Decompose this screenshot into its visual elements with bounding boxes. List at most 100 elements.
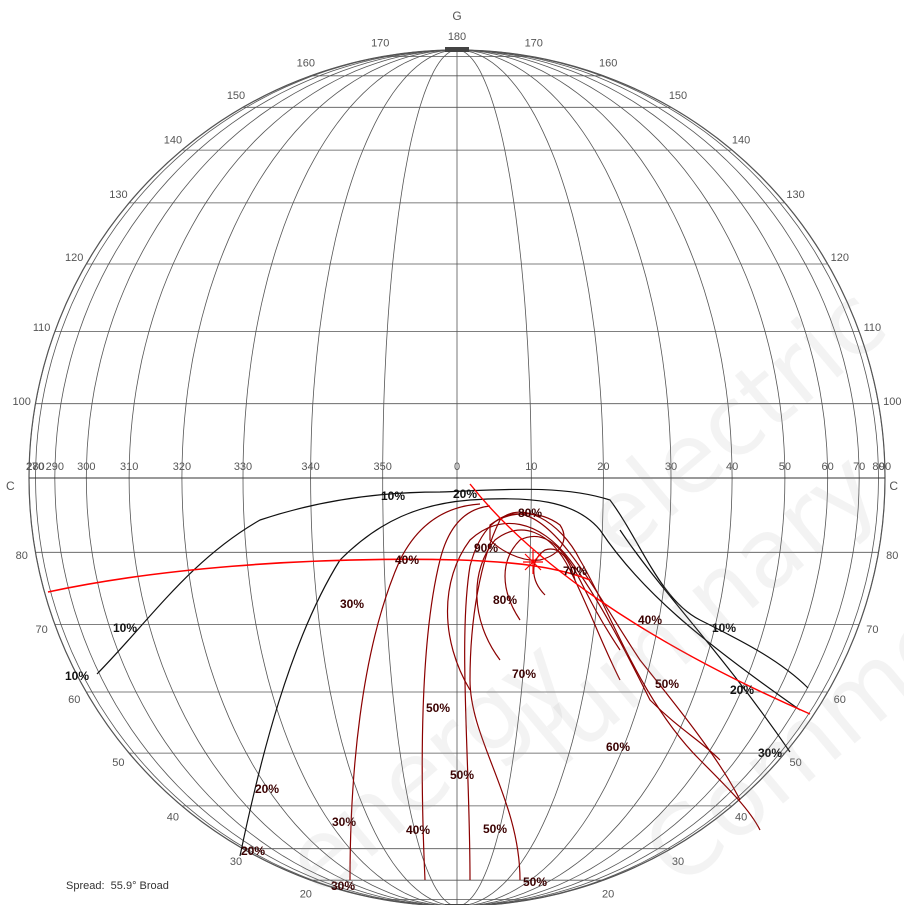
isocandela-line [469, 483, 811, 715]
contour-label: 20% [453, 487, 477, 501]
top-value-label: 180 [448, 31, 466, 43]
contour-label: 20% [730, 683, 754, 697]
c-axis-tick-label: 320 [173, 461, 191, 473]
contour-label: 60% [606, 740, 630, 754]
isocandela-line [447, 522, 721, 761]
contour-label: 20% [255, 782, 279, 796]
contour-label: 20% [241, 844, 265, 858]
gamma-tick-label: 50 [789, 757, 801, 769]
gamma-tick-label: 150 [227, 90, 245, 102]
gamma-tick-label: 80 [16, 550, 28, 562]
c-axis-tick-label: 50 [779, 461, 791, 473]
gamma-tick-label: 60 [68, 694, 80, 706]
gamma-tick-label: 40 [735, 812, 747, 824]
pole-label-left: C [6, 479, 15, 493]
contour-label: 30% [340, 597, 364, 611]
gamma-tick-label: 130 [109, 189, 127, 201]
c-axis-tick-label: 70 [853, 461, 865, 473]
c-axis-tick-label: 90 [879, 461, 891, 473]
isocandela-line [619, 529, 791, 753]
isocandela-line [349, 503, 481, 881]
contour-label: 40% [638, 613, 662, 627]
gamma-tick-label: 70 [36, 624, 48, 636]
gamma-tick-label: 20 [602, 888, 614, 900]
contour-label: 90% [474, 541, 498, 555]
contour-label: 40% [406, 823, 430, 837]
contour-label: 50% [483, 822, 507, 836]
gamma-tick-label: 110 [864, 322, 882, 334]
isocandela-line [239, 498, 801, 857]
pole-label-right: C [889, 479, 898, 493]
contour-label: 80% [518, 506, 542, 520]
contour-label: 50% [655, 677, 679, 691]
contour-label: 70% [512, 667, 536, 681]
contour-label: 10% [712, 621, 736, 635]
contour-label: 30% [332, 815, 356, 829]
c-axis-tick-label: 270 [26, 461, 44, 473]
gamma-tick-label: 140 [164, 134, 182, 146]
gamma-tick-label: 50 [112, 757, 124, 769]
gamma-tick-label: 140 [732, 134, 750, 146]
spread-label: Spread: [66, 880, 105, 892]
gamma-tick-label: 110 [33, 322, 51, 334]
spread-value: 55.9° Broad [110, 880, 169, 892]
gamma-tick-label: 80 [886, 550, 898, 562]
contour-labels: 10% 20% 80% 90% 40% 70% 30% 80% 10% 40% 10% 10% 70% 5… [65, 487, 782, 893]
isocandela-line [533, 548, 576, 596]
c-axis-tick-label: 300 [77, 461, 95, 473]
pole-label-top: G [452, 9, 461, 23]
c-axis-tick-label: 290 [46, 461, 64, 473]
contour-label: 30% [331, 879, 355, 893]
contour-label: 80% [493, 593, 517, 607]
c-axis-tick-label: 330 [234, 461, 252, 473]
isocandela-line [476, 529, 621, 681]
pole-top-mark [445, 47, 469, 52]
isocandela-line [421, 505, 491, 881]
gamma-tick-label: 160 [297, 58, 315, 70]
gamma-tick-label: 170 [525, 38, 543, 50]
c-axis-tick-label: 10 [525, 461, 537, 473]
contour-label: 30% [758, 746, 782, 760]
contour-label: 40% [395, 553, 419, 567]
isocandela-contours [47, 483, 811, 881]
gamma-tick-label: 30 [672, 856, 684, 868]
gamma-tick-label: 30 [230, 856, 242, 868]
c-axis-tick-label: 60 [822, 461, 834, 473]
gamma-tick-label: 130 [786, 189, 804, 201]
c-axis-tick-label: 20 [597, 461, 609, 473]
contour-label: 10% [381, 489, 405, 503]
c-axis-tick-label: 0 [454, 461, 460, 473]
gamma-tick-label: 40 [167, 812, 179, 824]
c-axis-tick-label: 80 [872, 461, 884, 473]
gamma-tick-label: 170 [371, 38, 389, 50]
c-axis-tick-label: 30 [665, 461, 677, 473]
gamma-tick-label: 100 [883, 396, 901, 408]
gamma-tick-label: 160 [599, 58, 617, 70]
c-axis-tick-label: 40 [726, 461, 738, 473]
contour-label: 10% [65, 669, 89, 683]
isocandela-line [47, 558, 591, 593]
gamma-tick-label: 60 [834, 694, 846, 706]
contour-label: 70% [563, 564, 587, 578]
grid-labels: G 180 C C 170 170 160 160 150 150 140 140 130 130 120 1… [6, 9, 901, 900]
spherical-grid [28, 47, 886, 905]
c-axis-tick-label: 340 [301, 461, 319, 473]
gamma-tick-label: 120 [831, 252, 849, 264]
isocandela-line [469, 511, 761, 881]
max-intensity-marker [523, 550, 543, 574]
c-axis-tick-label: 310 [120, 461, 138, 473]
gamma-tick-label: 20 [300, 888, 312, 900]
c-axis-tick-label: 280 [26, 461, 44, 473]
gamma-tick-label: 70 [866, 624, 878, 636]
isocandela-line [504, 535, 621, 651]
c-axis-tick-label: 350 [373, 461, 391, 473]
contour-label: 10% [113, 621, 137, 635]
gamma-tick-label: 150 [669, 90, 687, 102]
contour-label: 50% [426, 701, 450, 715]
isocandela-line [489, 513, 565, 561]
isocandela-line [96, 488, 809, 689]
contour-label: 50% [523, 875, 547, 889]
spread-readout: Spread: 55.9° Broad [66, 880, 169, 892]
gamma-tick-label: 120 [65, 252, 83, 264]
